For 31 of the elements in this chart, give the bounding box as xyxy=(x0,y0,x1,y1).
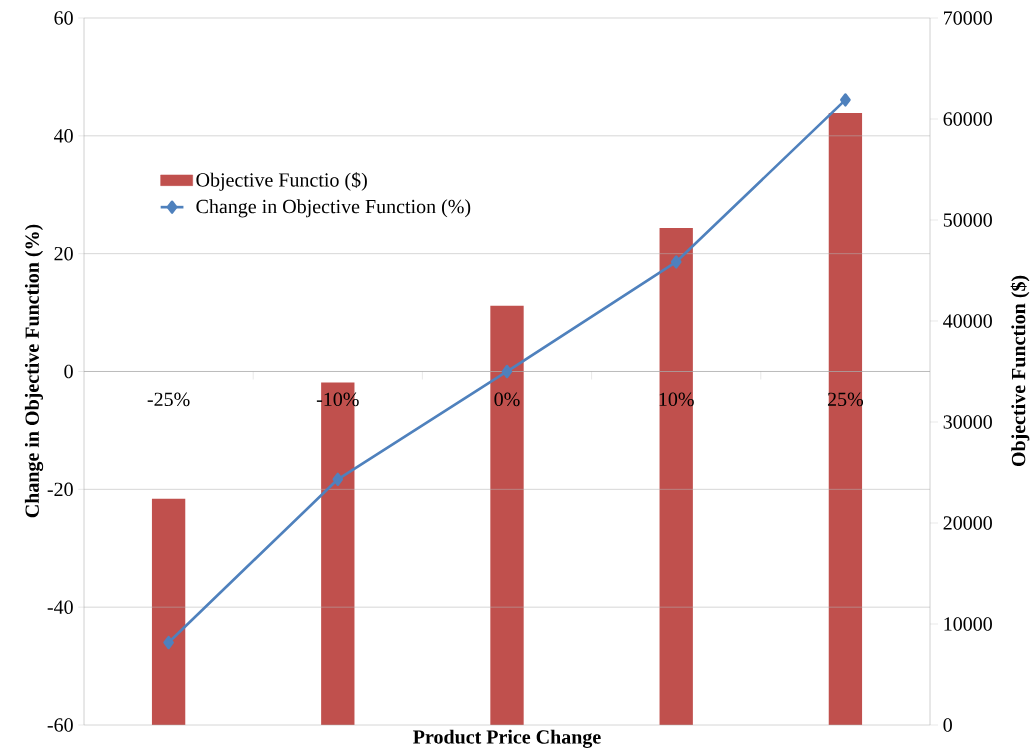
y2-tick-label: 50000 xyxy=(943,213,992,227)
y-axis-title: Change in Objective Function (%) xyxy=(24,224,44,518)
y-tick-label: 40 xyxy=(54,129,73,143)
y2-axis-title: Objective Function ($) xyxy=(1010,275,1030,467)
y-tick-label: -60 xyxy=(47,718,73,732)
point xyxy=(670,255,682,269)
point xyxy=(501,364,513,379)
y2-tick-label: 40000 xyxy=(943,314,992,328)
y2-tick-label: 60000 xyxy=(943,112,992,126)
y-tick-label: 0 xyxy=(64,364,73,379)
y-tick-label: -20 xyxy=(47,482,73,497)
x-tick-label: 0% xyxy=(494,392,520,407)
y-tick-label: -40 xyxy=(47,600,73,614)
x-tick-label: -25% xyxy=(147,392,190,407)
y2-tick-label: 30000 xyxy=(943,415,992,429)
point xyxy=(163,635,174,650)
bar xyxy=(659,228,693,725)
x-axis-title: Product Price Change xyxy=(413,729,601,748)
bar xyxy=(151,498,186,725)
y-tick-label: 20 xyxy=(54,246,73,261)
y2-tick-label: 0 xyxy=(943,718,952,732)
y2-tick-label: 10000 xyxy=(944,617,992,631)
point xyxy=(332,472,344,486)
y2-tick-label: 70000 xyxy=(944,11,992,25)
y-tick-label: 60 xyxy=(54,11,73,25)
legend-label: Change in Objective Function (%) xyxy=(196,199,471,218)
bar xyxy=(828,112,863,725)
bar xyxy=(490,305,524,725)
y2-tick-label: 20000 xyxy=(943,516,992,530)
point xyxy=(840,93,851,107)
legend-label: Objective Functio ($) xyxy=(196,172,367,191)
